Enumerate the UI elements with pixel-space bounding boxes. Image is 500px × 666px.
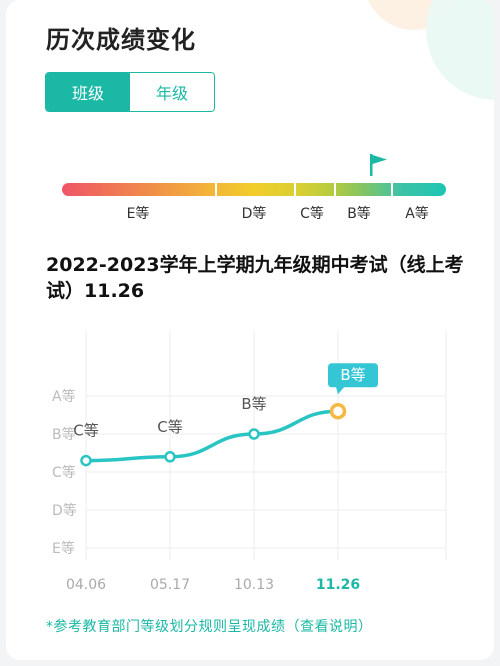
y-tick-label: D等: [52, 502, 77, 519]
data-point-highlight: [329, 402, 347, 420]
current-grade-callout: [328, 363, 378, 395]
flag-icon: [370, 154, 387, 176]
scale-label-c: C等: [300, 206, 324, 222]
page-title: 历次成绩变化: [46, 26, 196, 54]
y-tick-label: A等: [52, 388, 76, 405]
x-tick-label: 11.26: [316, 577, 360, 593]
scale-label-e: E等: [126, 206, 150, 222]
data-point: [164, 451, 176, 463]
scope-toggle: 班级 年级: [45, 72, 215, 112]
toggle-class[interactable]: 班级: [46, 73, 130, 111]
x-tick-label: 04.06: [66, 577, 106, 593]
data-label: B等: [241, 395, 266, 413]
series-line: [84, 409, 340, 463]
y-tick-label: B等: [52, 426, 76, 443]
grading-note-link[interactable]: *参考教育部门等级划分规则呈现成绩（查看说明）: [46, 619, 373, 635]
exam-title: 2022-2023学年上学期九年级期中考试（线上考试）11.26: [46, 254, 464, 302]
grade-scale-bar: [62, 183, 446, 196]
scale-label-a: A等: [405, 206, 429, 222]
y-tick-label: E等: [52, 540, 75, 557]
scale-label-b: B等: [347, 206, 371, 222]
scale-label-d: D等: [241, 206, 267, 222]
x-tick-label: 05.17: [150, 577, 190, 593]
toggle-grade[interactable]: 年级: [130, 73, 214, 111]
score-history-card: 历次成绩变化 班级 年级 E等 D等 C等 B等 A等 2022-2023学年上…: [6, 0, 494, 660]
y-tick-label: C等: [52, 464, 76, 481]
data-point: [248, 428, 260, 440]
data-label: B等: [340, 366, 365, 384]
data-point: [80, 454, 92, 467]
x-tick-label: 10.13: [234, 577, 274, 593]
data-label: C等: [157, 418, 182, 436]
data-label: C等: [73, 422, 98, 440]
